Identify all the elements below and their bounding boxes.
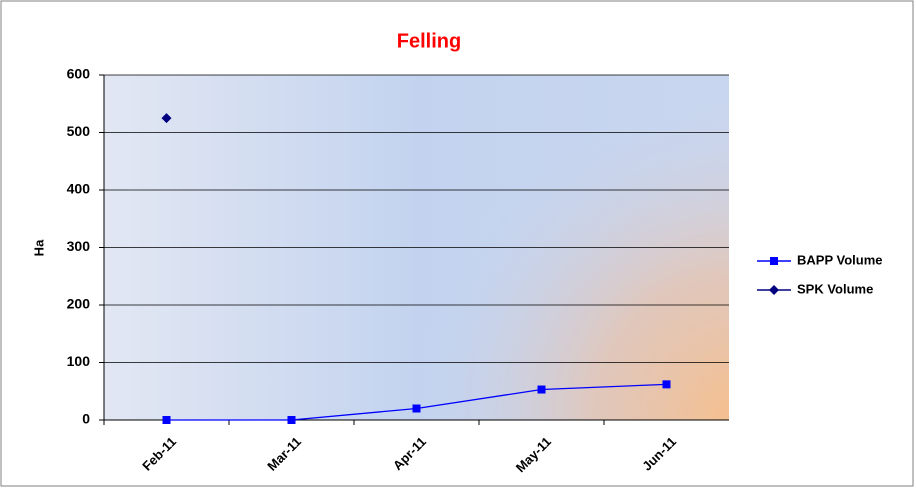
legend-marker (769, 285, 779, 295)
legend-label: BAPP Volume (797, 252, 882, 267)
data-point (412, 404, 421, 413)
legend-label: SPK Volume (797, 281, 873, 296)
y-tick-label: 400 (67, 181, 91, 197)
data-point (161, 113, 172, 124)
y-tick-label: 500 (67, 123, 91, 139)
y-tick-label: 100 (67, 353, 91, 369)
y-tick-label: 200 (67, 296, 91, 312)
data-point (162, 416, 171, 424)
y-tick-label: 300 (67, 238, 91, 254)
data-point (537, 385, 546, 394)
data-point (662, 380, 671, 389)
data-point (287, 416, 296, 424)
y-tick-label: 0 (82, 411, 90, 427)
legend-marker (770, 257, 778, 265)
chart-title: Felling (397, 30, 461, 52)
y-axis-label: Ha (31, 239, 46, 256)
y-tick-label: 600 (67, 66, 91, 82)
